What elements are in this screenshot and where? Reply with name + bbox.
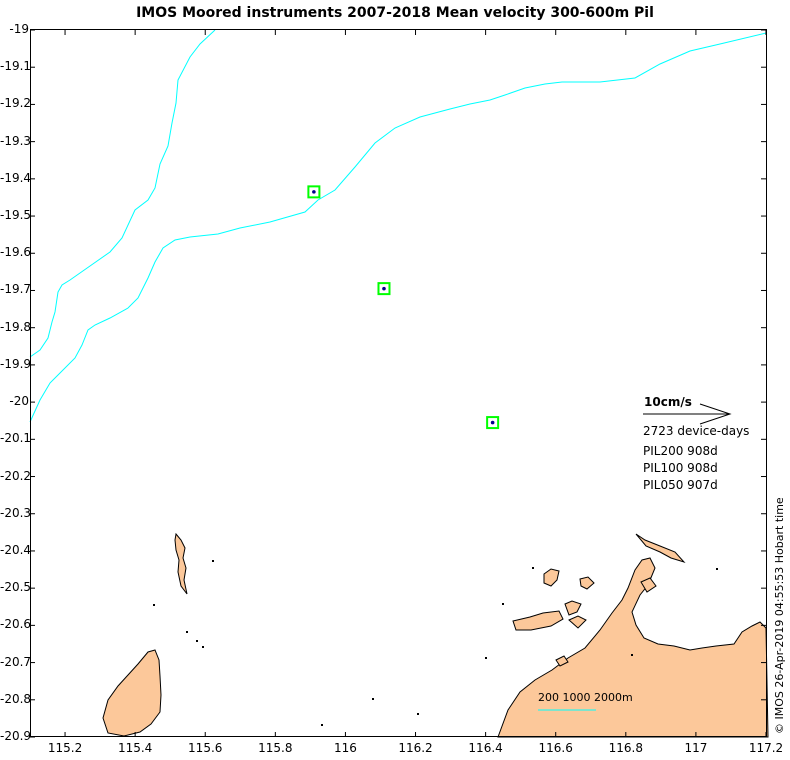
scale-arrow — [643, 403, 732, 425]
mooring-label-3: PIL050 907d — [643, 478, 718, 492]
barrow-island — [102, 649, 162, 737]
mainland — [497, 557, 769, 738]
x-tick-label: 116.6 — [538, 741, 573, 755]
moorings — [307, 185, 500, 430]
small-islet-1 — [640, 577, 657, 593]
isobath-1000m — [29, 32, 767, 423]
y-tick-label: -20.1 — [0, 431, 32, 446]
isobath-2000m — [29, 29, 216, 358]
mooring-dot — [312, 190, 316, 194]
timestamp: © IMOS 26-Apr-2019 04:55:53 Hobart time — [773, 497, 786, 734]
x-tick-label: 116.4 — [468, 741, 503, 755]
mooring-marker — [307, 185, 321, 199]
x-tick-label: 116.8 — [608, 741, 643, 755]
y-tick-label: -19.8 — [0, 319, 32, 334]
montebello-islands — [174, 532, 188, 595]
mooring-marker — [377, 282, 391, 296]
rocks — [153, 560, 718, 726]
y-tick-label: -19.5 — [0, 208, 32, 223]
y-tick-label: -19.2 — [0, 96, 32, 111]
dampier-island-4 — [579, 576, 595, 590]
coastline — [102, 532, 769, 738]
y-tick-label: -19.6 — [0, 245, 32, 260]
mooring-marker — [486, 416, 500, 430]
mooring-box — [307, 185, 321, 199]
small-islet-2 — [555, 655, 569, 667]
mooring-label-2: PIL100 908d — [643, 461, 718, 475]
mooring-label-1: PIL200 908d — [643, 444, 718, 458]
device-days-label: 2723 device-days — [643, 424, 750, 438]
x-tick-label: 115.8 — [258, 741, 293, 755]
y-tick-label: -19.9 — [0, 356, 32, 371]
y-tick-label: -20.5 — [0, 580, 32, 595]
y-tick-label: -20.4 — [0, 542, 32, 557]
x-tick-label: 117.2 — [748, 741, 784, 755]
dampier-island-3 — [512, 610, 564, 631]
y-tick-label: -19.7 — [0, 282, 32, 297]
x-tick-label: 117 — [684, 741, 708, 755]
x-tick-label: 115.4 — [117, 741, 153, 755]
dampier-island-2 — [564, 600, 582, 616]
y-tick-label: -20.7 — [0, 654, 32, 669]
y-tick-label: -19.1 — [0, 59, 32, 74]
dampier-island-1 — [543, 568, 560, 587]
y-tick-label: -20 — [9, 394, 29, 409]
x-tick-label: 116 — [333, 741, 357, 755]
dampier-island-5 — [568, 615, 587, 629]
y-tick-label: -19.3 — [0, 133, 32, 148]
y-tick-label: -19.4 — [0, 170, 32, 185]
depth-scale-label: 200 1000 2000m — [538, 691, 633, 704]
mooring-dot — [490, 420, 495, 425]
y-tick-label: -20.3 — [0, 505, 32, 520]
speed-scale-label: 10cm/s — [644, 395, 692, 409]
chart-title: IMOS Moored instruments 2007-2018 Mean v… — [136, 5, 654, 21]
x-tick-label: 116.2 — [398, 741, 433, 755]
mooring-box — [377, 282, 391, 296]
x-tick-label: 115.6 — [188, 741, 223, 755]
isobaths — [29, 29, 767, 423]
y-tick-label: -19 — [9, 22, 29, 36]
y-tick-label: -20.2 — [0, 468, 32, 483]
y-tick-label: -20.8 — [0, 691, 32, 706]
x-tick-label: 115.2 — [47, 741, 83, 755]
mooring-box — [486, 416, 500, 430]
axes-frame — [30, 29, 767, 738]
mooring-dot — [382, 286, 386, 291]
y-tick-label: -20.9 — [0, 729, 32, 743]
burrup-islands — [635, 533, 686, 564]
y-tick-label: -20.6 — [0, 617, 32, 632]
